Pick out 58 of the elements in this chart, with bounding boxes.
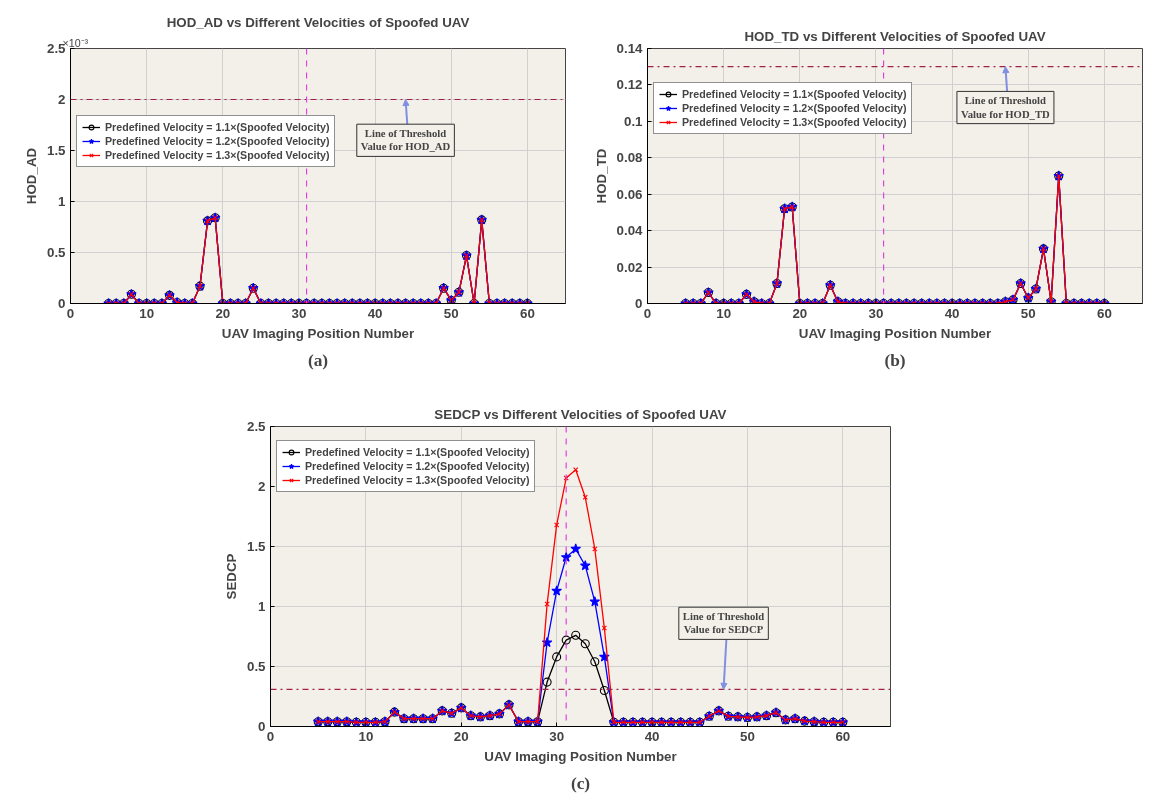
x-tick-label: 40 [644,728,660,744]
x-tick-label: 40 [944,305,960,321]
x-tick-label: 50 [443,305,459,321]
chart-title: SEDCP vs Different Velocities of Spoofed UAV [434,406,727,422]
x-axis-title: UAV Imaging Position Number [798,325,992,341]
y-tick-label: 2 [58,92,66,107]
y-tick-label: 0.08 [616,150,643,166]
legend-label: Predefined Velocity = 1.2×(Spoofed Velocity) [682,102,907,115]
x-tick-label: 60 [520,305,535,321]
y-tick-label: 0.14 [616,41,644,56]
legend-label: Predefined Velocity = 1.2×(Spoofed Velocity) [305,460,530,472]
legend-label: Predefined Velocity = 1.3×(Spoofed Velocity) [682,116,907,129]
chart-title: HOD_TD vs Different Velocities of Spoofed UAV [744,28,1046,44]
text: (b) [884,350,906,370]
y-tick-label: 2 [258,479,266,494]
chart-title: HOD_AD vs Different Velocities of Spoofed UAV [166,14,470,30]
y-axis-title: SEDCP [223,553,239,600]
x-tick-label: 20 [215,305,231,321]
x-tick-label: 30 [868,305,884,321]
x-tick-label: 20 [453,728,469,744]
y-tick-label: 0.5 [46,245,67,260]
annotation: Line of Threshold Value for HOD_AD [360,128,451,153]
y-tick-label: 0.1 [623,113,644,129]
legend-label: Predefined Velocity = 1.3×(Spoofed Velocity) [105,149,330,161]
y-tick-label: 0.02 [616,259,643,275]
x-tick-label: 30 [291,305,307,321]
y-tick-label: 1 [258,599,267,614]
y-axis-title: HOD_TD [593,148,609,204]
x-tick-label: 10 [139,305,155,321]
x-tick-label: 20 [792,305,808,321]
x-tick-label: 10 [716,305,732,321]
x-axis-title: UAV Imaging Position Number [221,325,415,341]
y-tick-label: 0.5 [246,659,267,674]
legend-label: Predefined Velocity = 1.1×(Spoofed Velocity) [682,88,907,101]
x-tick-label: 40 [367,305,383,321]
legend-label: Predefined Velocity = 1.2×(Spoofed Velocity) [105,135,330,147]
annotation: Line of Threshold Value for HOD_TD [960,95,1051,120]
legend-label: Predefined Velocity = 1.1×(Spoofed Velocity) [105,121,330,133]
text: (a) [307,350,329,370]
x-tick-label: 60 [835,728,851,744]
x-tick-label: 60 [1097,305,1112,321]
y-tick-label: 1 [58,194,67,209]
annotation: Line of Threshold Value for SEDCP [682,611,765,636]
x-tick-label: 30 [549,728,565,744]
x-tick-label: 10 [358,728,374,744]
y-axis-title: HOD_AD [23,147,39,205]
x-tick-label: 50 [740,728,755,744]
y-tick-label: 0.12 [616,77,643,93]
x-axis-title: UAV Imaging Position Number [484,748,677,764]
y-tick-label: 1.5 [246,539,267,554]
text: (c) [570,773,591,793]
legend-label: Predefined Velocity = 1.3×(Spoofed Velocity) [305,474,530,486]
legend-label: Predefined Velocity = 1.1×(Spoofed Velocity) [305,446,530,458]
y-tick-label: 0.04 [616,223,644,239]
x-tick-label: 50 [1020,305,1036,321]
y-tick-label: 0.06 [616,186,643,202]
y-tick-label: 1.5 [46,143,67,158]
y-tick-label: 2.5 [246,419,267,434]
